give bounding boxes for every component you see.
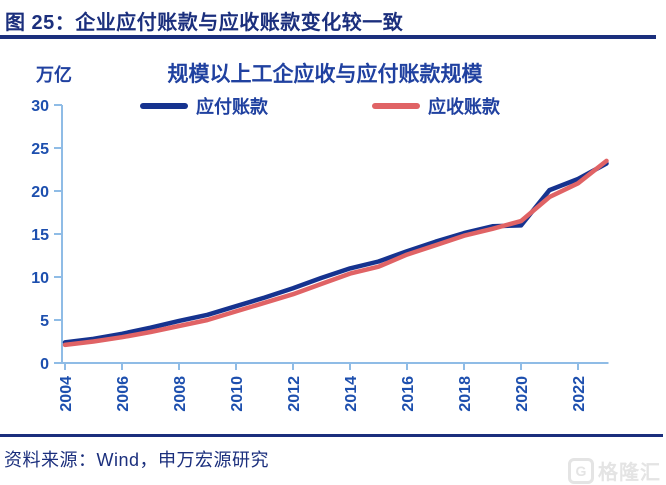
chart-title: 规模以上工企应收与应付账款规模 [167,63,483,86]
gelonghui-logo-icon: G [568,457,594,484]
svg-text:2018: 2018 [457,376,474,412]
svg-text:30: 30 [31,98,49,115]
payable-line-swatch [140,103,188,109]
figure-title: 图 25：企业应付账款与应收账款变化较一致 [5,12,404,34]
legend-label-receivable: 应收账款 [428,97,500,117]
svg-text:2008: 2008 [172,376,189,412]
gelonghui-watermark: G 格隆汇 [568,456,661,485]
svg-text:25: 25 [31,141,49,158]
x-axis-ticks: 2004 2006 2008 2010 2012 2014 2016 2018 2020 2022 [58,363,588,412]
chart-legend: 应付账款 应收账款 [0,93,640,119]
gelonghui-watermark-text: 格隆汇 [598,462,661,484]
svg-text:2020: 2020 [514,376,531,412]
svg-text:10: 10 [31,270,49,287]
svg-text:20: 20 [31,184,49,201]
header-rule [0,35,656,39]
svg-text:2004: 2004 [58,376,75,412]
svg-text:2016: 2016 [400,376,417,412]
svg-text:2014: 2014 [343,376,360,412]
svg-text:2010: 2010 [229,376,246,412]
series-line-0 [62,161,609,345]
series-line-1 [62,158,609,348]
y-axis-unit-label: 万亿 [36,65,72,85]
source-rule [0,434,663,437]
legend-item-receivable: 应收账款 [372,93,500,119]
legend-label-payable: 应付账款 [196,97,268,117]
svg-text:2022: 2022 [571,376,588,412]
receivable-line-swatch [372,103,420,109]
y-axis-ticks: 0 5 10 15 20 25 30 [31,98,62,373]
svg-text:2012: 2012 [286,376,303,412]
svg-text:2006: 2006 [115,376,132,412]
svg-text:0: 0 [40,356,49,373]
axes [61,105,609,364]
legend-item-payable: 应付账款 [140,93,268,119]
source-note: 资料来源：Wind，申万宏源研究 [4,450,270,470]
svg-text:15: 15 [31,227,49,244]
svg-text:5: 5 [40,313,49,330]
